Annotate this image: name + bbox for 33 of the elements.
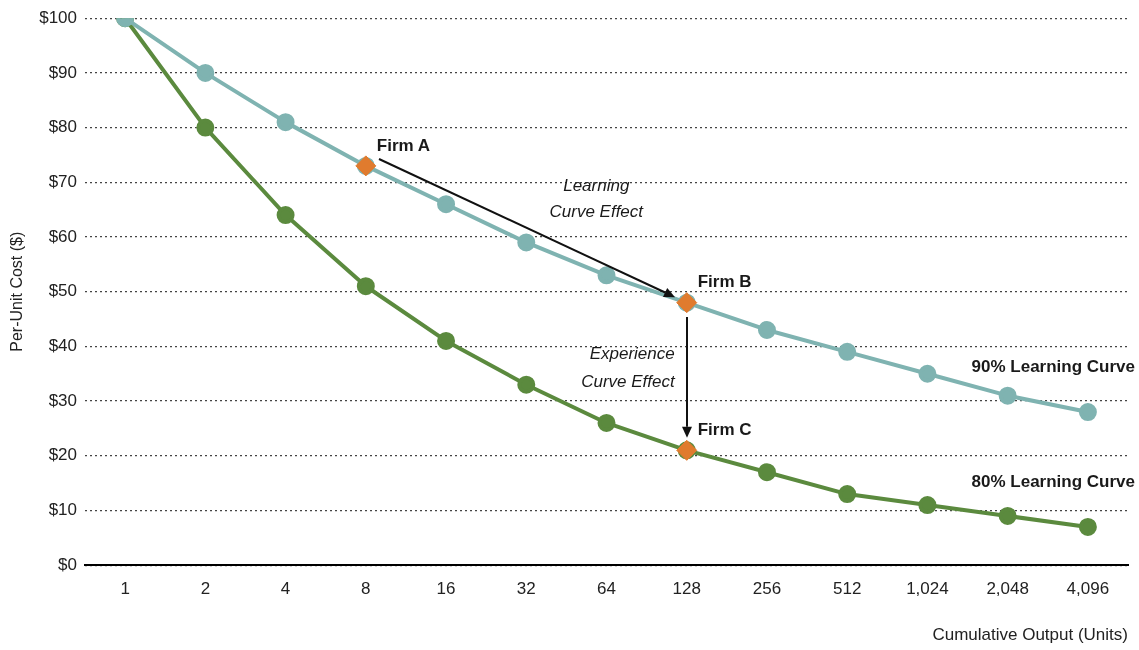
y-tick-label: $30 [48, 390, 78, 410]
annotation: Learning Curve Effect [549, 176, 645, 221]
x-tick-label: 64 [597, 579, 616, 599]
x-tick-label: 1 [120, 579, 130, 599]
x-tick-label: 128 [672, 579, 701, 599]
y-tick-label: $100 [39, 7, 78, 27]
series-label: 80% Learning Curve [971, 471, 1135, 491]
x-tick-label: 512 [833, 579, 862, 599]
y-axis-title: Per-Unit Cost ($) [8, 231, 26, 352]
y-tick-label: $0 [58, 554, 78, 574]
y-tick-label: $70 [48, 171, 78, 191]
x-tick-label: 256 [752, 579, 782, 599]
annotation: Firm A [376, 135, 431, 155]
x-tick-label: 2 [200, 579, 211, 599]
y-tick-label: $50 [48, 281, 78, 301]
y-tick-label: $10 [48, 500, 78, 520]
x-tick-label: 2,048 [986, 579, 1029, 599]
x-tick-label: 1,024 [906, 579, 949, 599]
y-tick-label: $60 [48, 226, 78, 246]
x-tick-label: 8 [361, 579, 371, 599]
x-tick-label: 4 [280, 579, 291, 599]
y-tick-label: $90 [48, 62, 78, 82]
annotation: Firm B [697, 272, 752, 292]
x-tick-label: 32 [516, 579, 536, 599]
y-tick-label: $80 [48, 117, 78, 137]
annotation: Experience Curve Effect [581, 344, 676, 392]
annotation: Firm C [697, 420, 752, 440]
x-tick-label: 4,096 [1066, 579, 1110, 599]
x-tick-label: 16 [436, 579, 456, 599]
x-axis-title: Cumulative Output (Units) [932, 625, 1128, 645]
series-label: 90% Learning Curve [971, 356, 1135, 376]
y-tick-label: $40 [48, 336, 78, 356]
y-tick-label: $20 [48, 445, 78, 465]
